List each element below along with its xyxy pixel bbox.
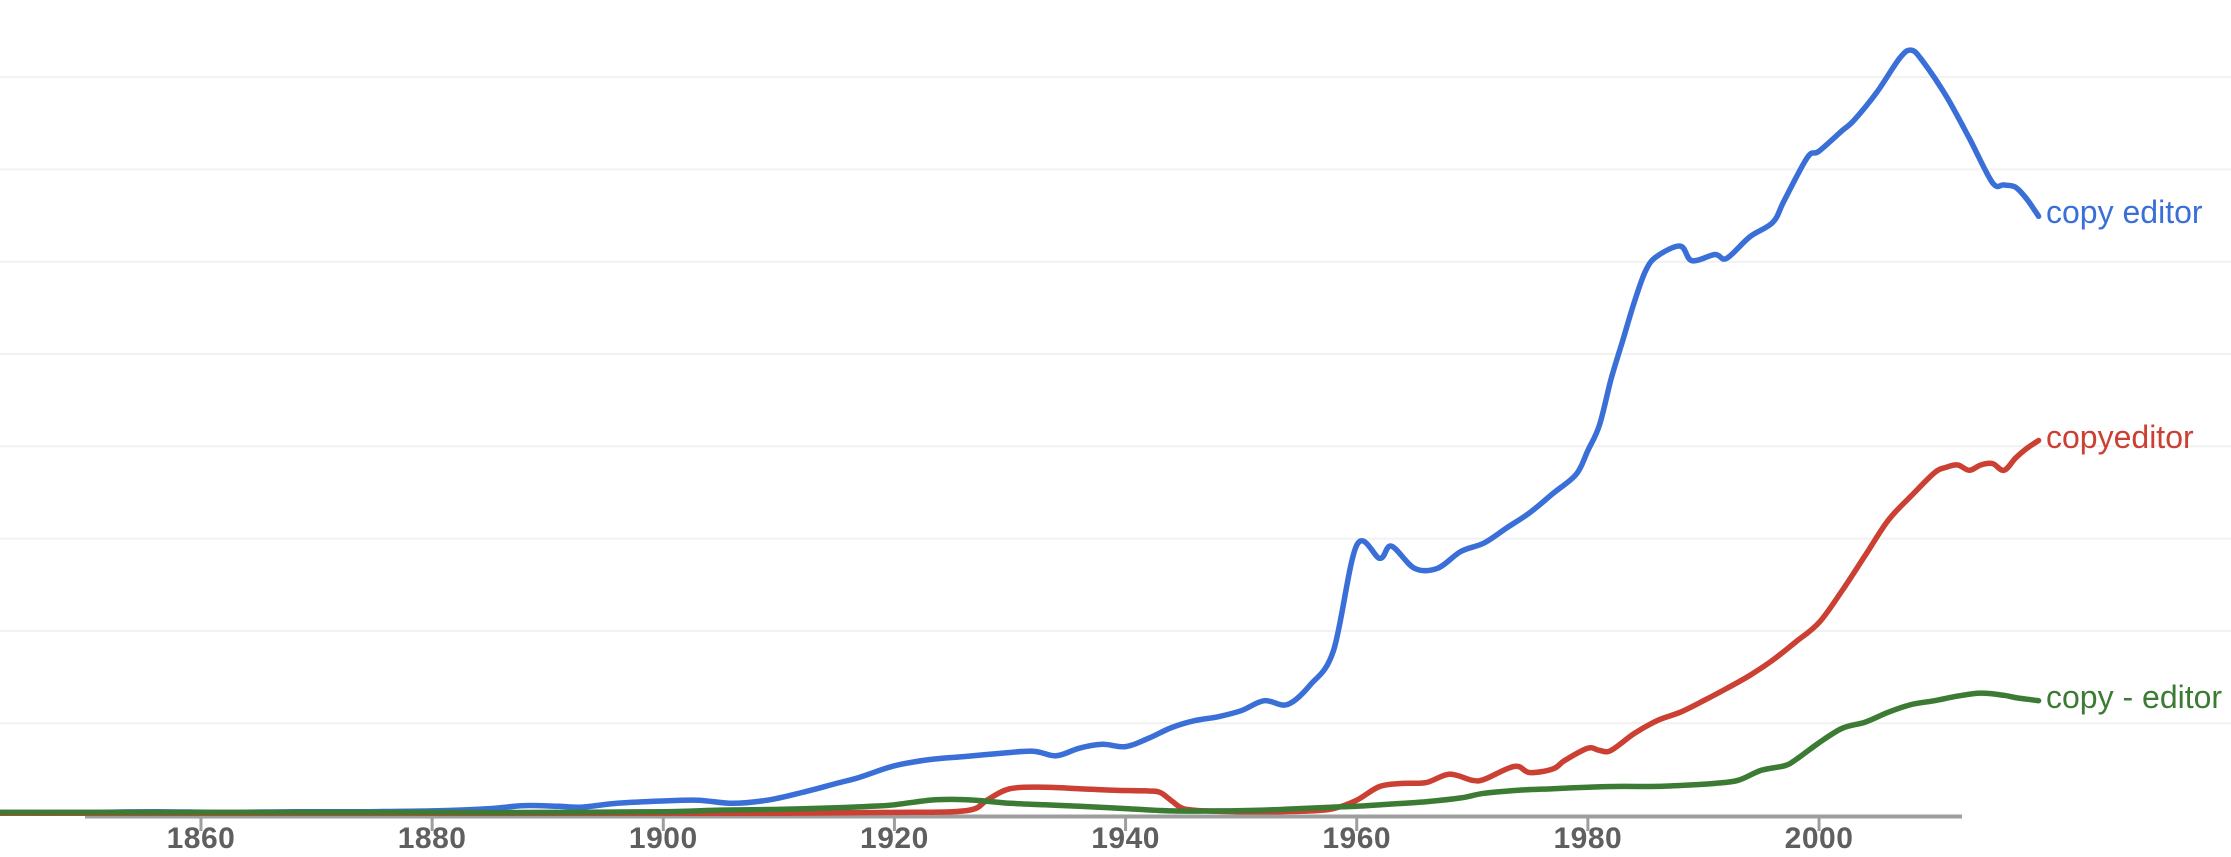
series-line-copy-editor[interactable] <box>0 690 2042 816</box>
series-label-copy-hyphen-editor: copy - editor <box>2046 678 2223 715</box>
x-axis-tick-label: 1920 <box>860 822 929 855</box>
x-axis-tick-label: 1860 <box>166 822 236 855</box>
series-line-copy-editor[interactable] <box>0 47 2042 816</box>
series-label-copy-editor: copy editor <box>2046 194 2203 231</box>
x-axis-tick-label: 1960 <box>1322 822 1392 855</box>
x-axis-tick-label: 1880 <box>397 822 467 855</box>
x-axis-tick-label: 1980 <box>1553 822 1623 855</box>
x-axis-tick-label: 2000 <box>1784 822 1854 855</box>
x-axis-tick-label: 1940 <box>1091 822 1160 855</box>
x-axis-tick-label: 1900 <box>628 822 698 855</box>
series-line-copyeditor[interactable] <box>0 437 2042 816</box>
series-label-copyeditor: copyeditor <box>2046 418 2194 455</box>
